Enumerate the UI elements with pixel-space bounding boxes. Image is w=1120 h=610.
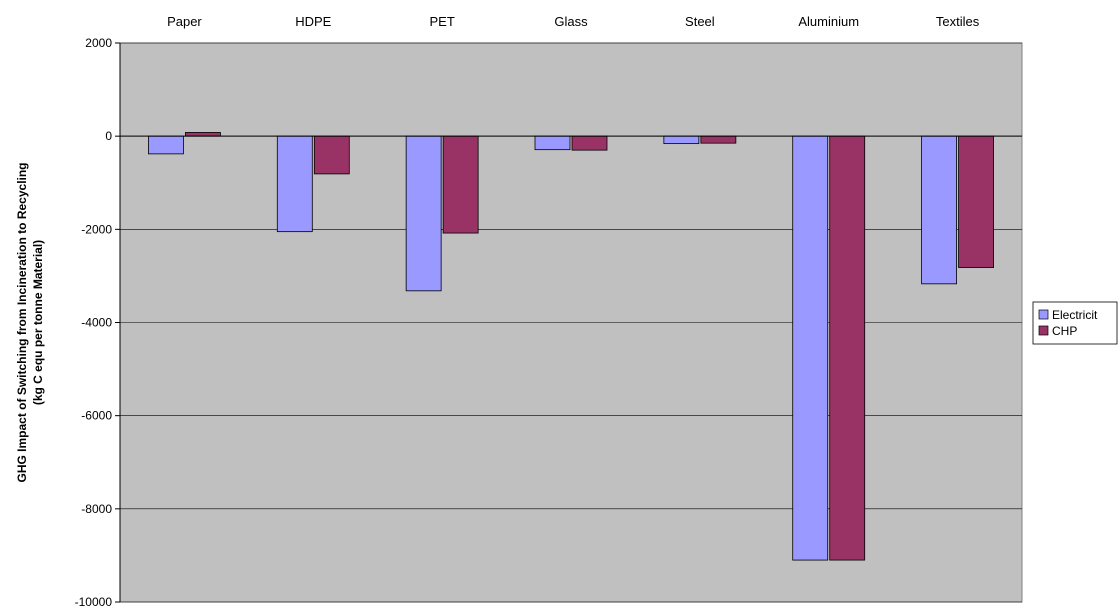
bar-paper-electricit — [148, 136, 183, 154]
y-axis-label-line-1: GHG Impact of Switching from Incineratio… — [15, 162, 29, 482]
bar-steel-chp — [701, 136, 736, 143]
bar-glass-chp — [572, 136, 607, 150]
y-tick-label: 0 — [105, 129, 112, 143]
legend: Electricit CHP — [1033, 302, 1117, 344]
bar-steel-electricit — [664, 136, 699, 143]
legend-swatch-chp — [1039, 326, 1048, 335]
y-tick-label: -6000 — [81, 409, 112, 423]
category-label-hdpe: HDPE — [295, 14, 331, 29]
y-axis-ticks: 2000 0 -2000 -4000 -6000 -8000 -10000 — [75, 36, 120, 609]
bar-pet-electricit — [406, 136, 441, 291]
y-tick-label: -10000 — [75, 595, 113, 609]
bar-hdpe-electricit — [277, 136, 312, 231]
bar-textiles-electricit — [922, 136, 957, 284]
category-label-steel: Steel — [685, 14, 715, 29]
legend-label-electricit: Electricit — [1052, 308, 1098, 322]
y-axis-label-line-2: (kg C equ per tonne Material) — [31, 240, 45, 405]
category-label-textiles: Textiles — [936, 14, 980, 29]
legend-swatch-electricit — [1039, 310, 1048, 319]
bar-hdpe-chp — [314, 136, 349, 174]
y-tick-label: -4000 — [81, 316, 112, 330]
bar-aluminium-electricit — [793, 136, 828, 560]
bar-pet-chp — [443, 136, 478, 233]
bar-paper-chp — [185, 132, 220, 136]
bar-aluminium-chp — [830, 136, 865, 560]
y-tick-label: 2000 — [85, 36, 112, 50]
category-label-pet: PET — [429, 14, 454, 29]
category-label-glass: Glass — [554, 14, 588, 29]
category-labels: Paper HDPE PET Glass Steel Aluminium Textiles — [167, 14, 980, 29]
y-tick-label: -2000 — [81, 222, 112, 236]
legend-label-chp: CHP — [1052, 324, 1077, 338]
category-label-paper: Paper — [167, 14, 202, 29]
bar-glass-electricit — [535, 136, 570, 150]
category-label-aluminium: Aluminium — [798, 14, 859, 29]
bar-textiles-chp — [959, 136, 994, 267]
y-tick-label: -8000 — [81, 502, 112, 516]
